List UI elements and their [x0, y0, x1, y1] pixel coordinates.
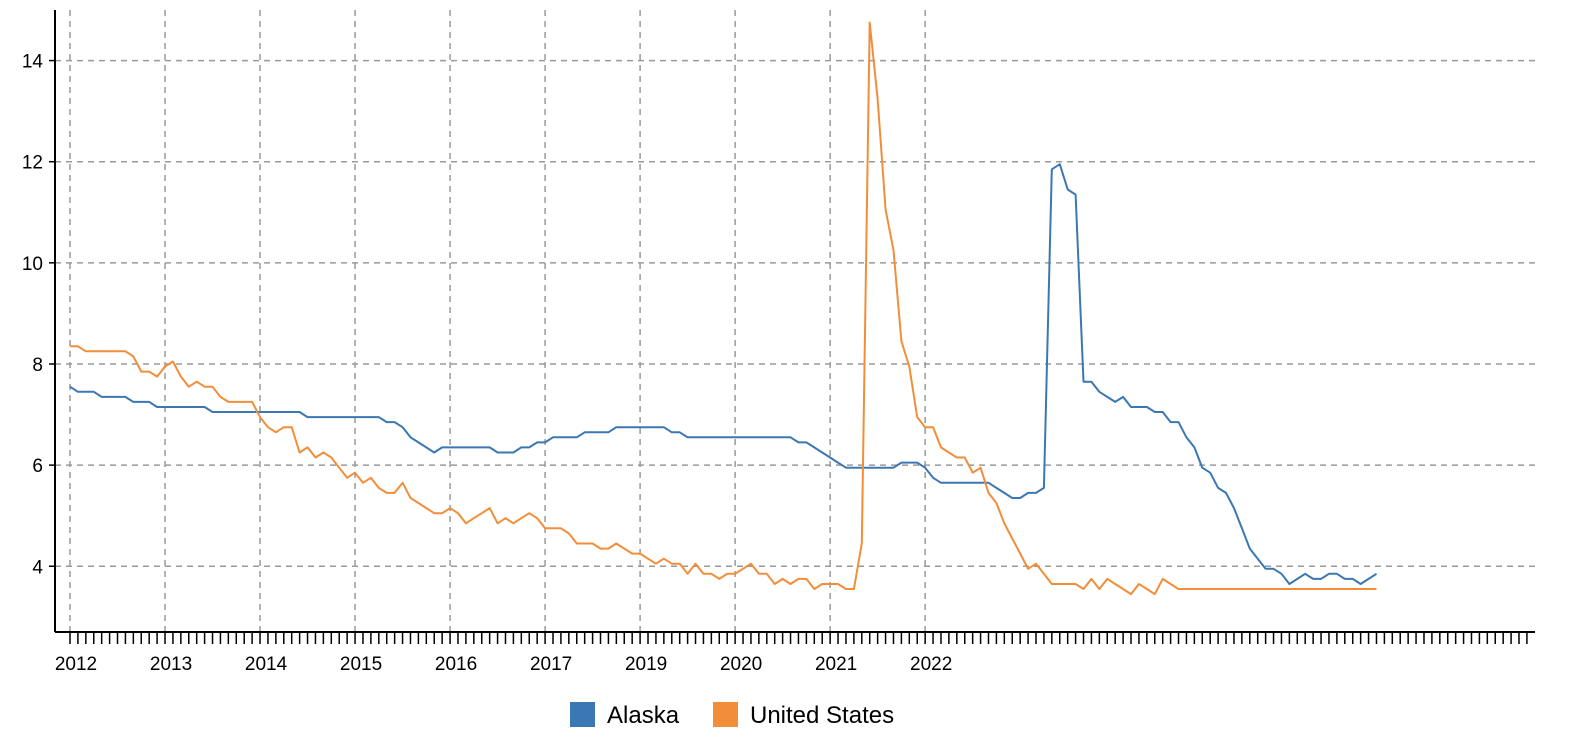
x-tick-label: 2021 — [815, 654, 857, 675]
x-tick-label: 2015 — [340, 654, 382, 675]
y-tick-label: 10 — [22, 254, 43, 275]
y-tick-label: 14 — [22, 52, 44, 73]
x-gridlines — [69, 10, 926, 632]
legend-label-united-states: United States — [750, 702, 894, 729]
y-tick-label: 12 — [22, 153, 43, 174]
x-axis-ticks: 2012 2013 2014 2015 2016 2017 2019 2020 2021 2022 — [55, 632, 1528, 675]
x-tick-label: 2014 — [245, 654, 288, 675]
x-tick-label: 2017 — [530, 654, 572, 675]
axes — [54, 10, 1535, 633]
y-gridlines — [55, 59, 1535, 568]
legend-label-alaska: Alaska — [607, 702, 680, 729]
series-layer — [69, 21, 1378, 596]
y-tick-label: 8 — [32, 355, 43, 376]
y-tick-label: 6 — [32, 456, 43, 477]
y-axis-ticks: 4 6 8 10 12 14 — [22, 52, 55, 578]
legend: Alaska United States — [570, 702, 894, 729]
x-tick-label: 2012 — [55, 654, 97, 675]
legend-swatch-united-states — [713, 702, 738, 727]
y-tick-label: 4 — [32, 557, 43, 578]
x-tick-label: 2022 — [910, 654, 952, 675]
series-line-alaska — [69, 163, 1378, 585]
x-tick-label: 2019 — [625, 654, 667, 675]
x-tick-label: 2016 — [435, 654, 477, 675]
x-tick-label: 2013 — [150, 654, 192, 675]
legend-swatch-alaska — [570, 702, 595, 727]
x-tick-label: 2020 — [720, 654, 762, 675]
series-line-united-states — [70, 21, 1377, 596]
